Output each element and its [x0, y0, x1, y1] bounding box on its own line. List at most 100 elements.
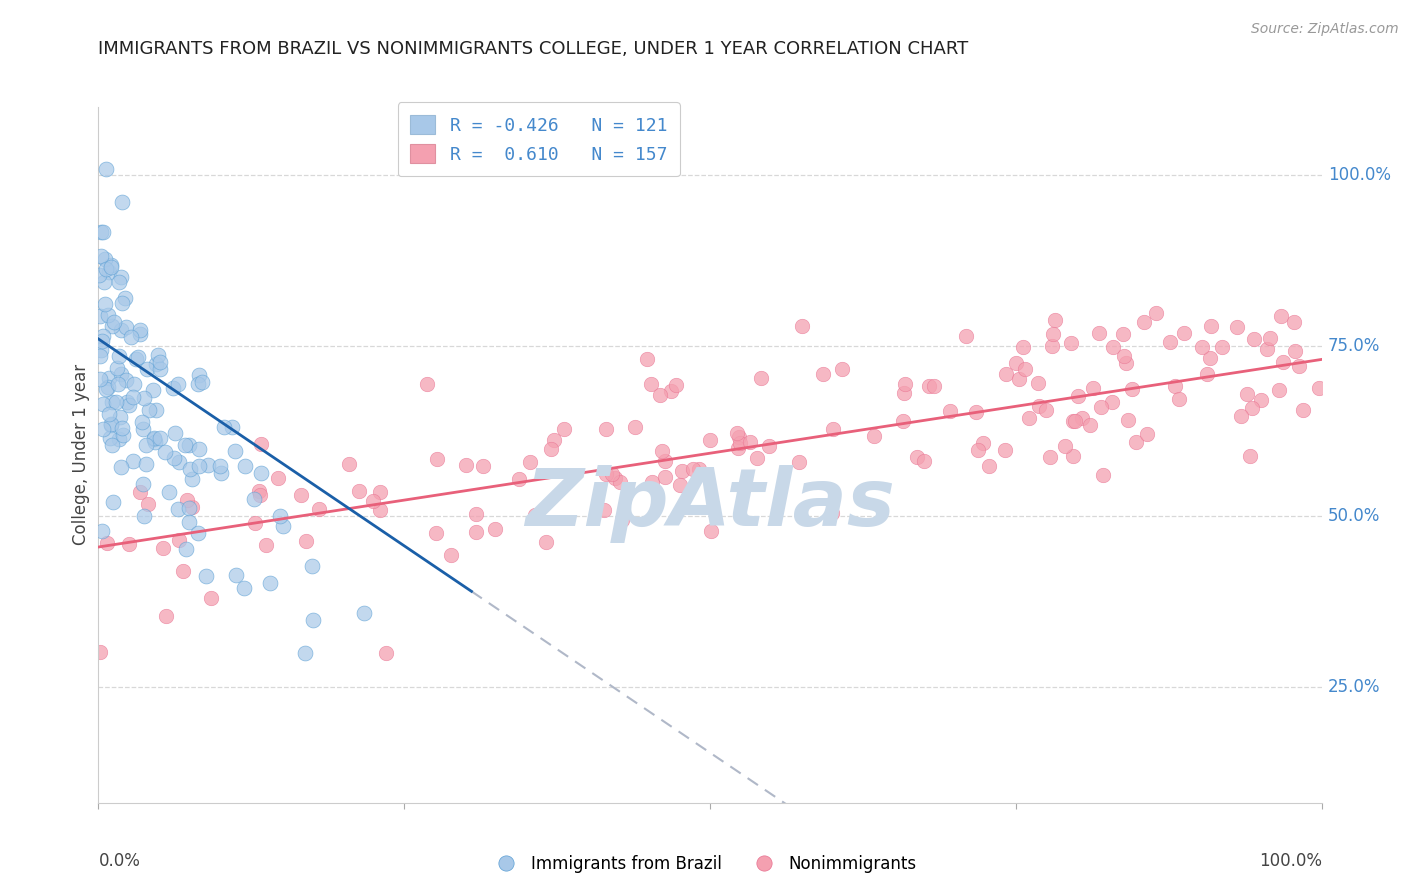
- Point: [1066, 388, 1088, 402]
- Point: [440, 549, 463, 563]
- Point: [110, 368, 132, 382]
- Point: [610, 513, 633, 527]
- Text: 25.0%: 25.0%: [1327, 678, 1381, 696]
- Point: [152, 541, 174, 555]
- Point: [1042, 326, 1064, 341]
- Point: [143, 434, 166, 449]
- Point: [508, 472, 530, 486]
- Point: [167, 376, 190, 391]
- Point: [100, 258, 122, 272]
- Point: [254, 538, 277, 552]
- Text: 100.0%: 100.0%: [1327, 166, 1391, 185]
- Point: [1136, 426, 1159, 441]
- Point: [120, 330, 142, 344]
- Point: [1091, 468, 1114, 483]
- Point: [749, 370, 772, 384]
- Point: [243, 516, 266, 530]
- Point: [623, 419, 645, 434]
- Point: [91, 397, 114, 411]
- Point: [250, 437, 273, 451]
- Point: [100, 418, 122, 433]
- Point: [1114, 349, 1136, 363]
- Point: [1101, 395, 1123, 409]
- Point: [94, 297, 117, 311]
- Point: [790, 318, 813, 333]
- Point: [1008, 372, 1031, 386]
- Point: [209, 466, 232, 480]
- Point: [167, 455, 190, 469]
- Point: [167, 501, 190, 516]
- Point: [609, 475, 631, 489]
- Point: [1288, 359, 1310, 373]
- Point: [602, 467, 624, 482]
- Point: [1284, 315, 1306, 329]
- Point: [90, 343, 112, 357]
- Point: [108, 433, 131, 447]
- Point: [90, 225, 112, 239]
- Point: [177, 500, 200, 515]
- Point: [97, 379, 120, 393]
- Point: [96, 382, 118, 396]
- Point: [425, 525, 447, 540]
- Point: [89, 349, 111, 363]
- Point: [699, 433, 721, 447]
- Point: [1173, 326, 1195, 341]
- Y-axis label: College, Under 1 year: College, Under 1 year: [72, 364, 90, 546]
- Point: [294, 533, 316, 548]
- Point: [1060, 336, 1083, 351]
- Point: [1270, 309, 1292, 323]
- Point: [905, 450, 928, 465]
- Point: [105, 360, 128, 375]
- Point: [145, 357, 167, 371]
- Point: [187, 526, 209, 541]
- Point: [813, 367, 835, 381]
- Point: [965, 405, 987, 419]
- Point: [200, 591, 222, 605]
- Point: [1035, 402, 1057, 417]
- Point: [104, 395, 127, 409]
- Point: [1078, 418, 1101, 433]
- Point: [471, 458, 494, 473]
- Point: [163, 426, 186, 441]
- Point: [1239, 449, 1261, 463]
- Point: [1211, 340, 1233, 354]
- Point: [89, 310, 111, 324]
- Point: [143, 432, 166, 446]
- Point: [353, 606, 375, 620]
- Point: [1026, 376, 1049, 390]
- Point: [162, 381, 184, 395]
- Point: [101, 494, 124, 508]
- Point: [149, 361, 172, 376]
- Point: [821, 422, 844, 436]
- Point: [912, 454, 935, 468]
- Point: [375, 646, 398, 660]
- Point: [135, 438, 157, 452]
- Point: [553, 422, 575, 436]
- Point: [269, 509, 291, 524]
- Point: [1101, 340, 1123, 354]
- Point: [145, 402, 167, 417]
- Point: [131, 416, 153, 430]
- Point: [124, 351, 146, 366]
- Point: [114, 319, 136, 334]
- Point: [212, 420, 235, 434]
- Point: [115, 373, 138, 387]
- Point: [186, 377, 208, 392]
- Point: [1168, 392, 1191, 406]
- Point: [1256, 342, 1278, 356]
- Point: [540, 442, 562, 456]
- Point: [138, 403, 160, 417]
- Point: [135, 457, 157, 471]
- Point: [1236, 386, 1258, 401]
- Point: [249, 488, 271, 502]
- Point: [654, 454, 676, 468]
- Point: [93, 252, 115, 266]
- Point: [129, 327, 152, 342]
- Point: [1132, 315, 1154, 329]
- Point: [728, 435, 751, 450]
- Point: [221, 420, 243, 434]
- Point: [1053, 439, 1076, 453]
- Point: [967, 443, 990, 458]
- Point: [157, 485, 180, 500]
- Point: [524, 508, 547, 522]
